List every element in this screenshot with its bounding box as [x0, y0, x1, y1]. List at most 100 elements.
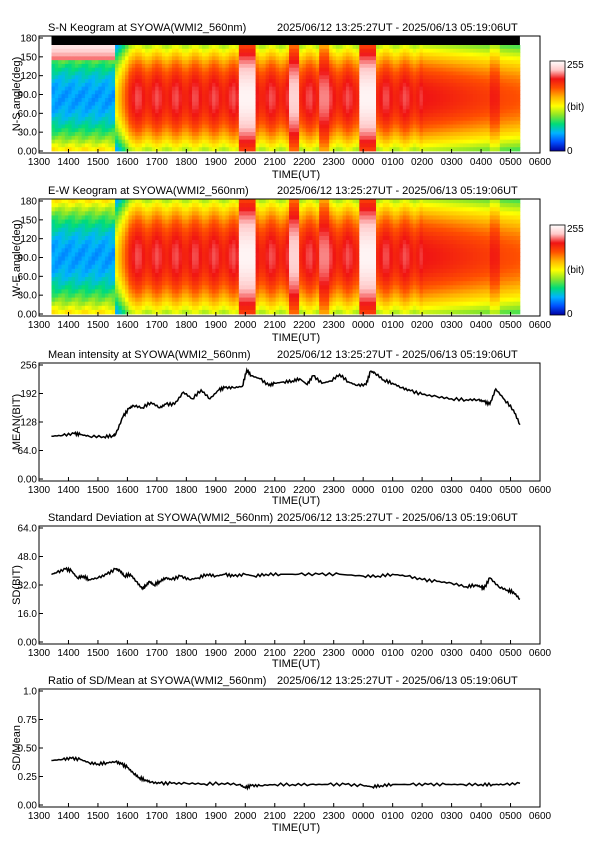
keogram-cell [429, 113, 434, 118]
keogram-cell [513, 75, 517, 80]
keogram-cell [111, 79, 116, 84]
keogram-cell [255, 116, 260, 122]
keogram-cell [406, 113, 410, 118]
keogram-cell [131, 260, 136, 266]
keogram-cell [456, 71, 461, 76]
keogram-cell [302, 67, 307, 72]
keogram-cell [268, 109, 273, 114]
keogram-cell [158, 67, 163, 72]
keogram-cell [325, 94, 330, 99]
keogram-cell [285, 63, 290, 69]
keogram-cell [232, 86, 236, 91]
keogram-cell [118, 301, 123, 307]
keogram-cell [319, 132, 323, 137]
keogram-cell [299, 52, 303, 57]
keogram-cell [456, 75, 461, 80]
keogram-cell [91, 244, 96, 249]
keogram-cell [131, 52, 136, 57]
keogram-cell [54, 260, 59, 266]
keogram-cell [71, 124, 76, 129]
keogram-cell [51, 227, 56, 233]
x-tick-label: 0600 [529, 157, 552, 168]
keogram-cell [71, 219, 76, 225]
keogram-cell [212, 139, 216, 144]
keogram-cell [94, 199, 99, 204]
keogram-cell [299, 120, 303, 125]
keogram-cell [51, 203, 56, 208]
keogram-cell [432, 101, 437, 106]
keogram-cell [335, 128, 340, 133]
keogram-cell [319, 60, 323, 65]
keogram-cell [128, 90, 133, 95]
keogram-cell [416, 98, 420, 103]
keogram-cell [151, 105, 156, 110]
keogram-cell [111, 60, 116, 65]
keogram-cell [349, 128, 354, 133]
keogram-cell [352, 67, 357, 72]
keogram-cell [161, 75, 166, 80]
keogram-cell [235, 105, 240, 110]
keogram-cell [71, 252, 76, 257]
keogram-cell [135, 256, 139, 262]
keogram-cell [436, 75, 441, 80]
keogram-cell [476, 128, 481, 133]
keogram-cell [148, 52, 153, 57]
keogram-cell [192, 45, 196, 50]
keogram-cell [463, 116, 467, 122]
keogram-cell [148, 285, 153, 290]
keogram-cell [81, 285, 86, 290]
keogram-cell [161, 101, 166, 106]
keogram-cell [141, 67, 146, 72]
keogram-cell [88, 215, 93, 220]
keogram-cell [71, 240, 76, 245]
keogram-cell [54, 139, 59, 144]
keogram-cell [165, 215, 169, 220]
keogram-cell [192, 48, 196, 53]
keogram-cell [171, 147, 176, 152]
keogram-cell [473, 82, 477, 88]
keogram-cell [165, 67, 169, 72]
keogram-cell [486, 109, 491, 114]
x-tick-label: 2300 [323, 157, 346, 168]
keogram-cell [319, 105, 323, 110]
keogram-cell [272, 98, 277, 103]
keogram-cell [84, 101, 89, 106]
keogram-cell [406, 132, 410, 137]
keogram-cell [262, 82, 267, 88]
keogram-cell [158, 227, 163, 233]
keogram-cell [78, 289, 83, 294]
keogram-cell [181, 75, 186, 80]
keogram-cell [108, 63, 113, 69]
keogram-cell [195, 79, 200, 84]
keogram-cell [349, 63, 354, 69]
keogram-cell [466, 52, 471, 57]
keogram-cell [499, 101, 504, 106]
keogram-cell [128, 86, 133, 91]
keogram-cell [202, 75, 206, 80]
keogram-cell [382, 63, 387, 69]
keogram-cell [155, 293, 159, 298]
keogram-cell [312, 105, 317, 110]
keogram-cell [208, 147, 213, 152]
keogram-cell [469, 75, 474, 80]
keogram-cell [419, 56, 424, 61]
keogram-cell [335, 101, 340, 106]
keogram-cell [68, 56, 72, 61]
keogram-cell [64, 268, 69, 274]
keogram-cell [155, 244, 159, 249]
keogram-cell [369, 128, 374, 133]
keogram-cell [178, 60, 183, 65]
keogram-cell [402, 139, 407, 144]
keogram-cell [84, 277, 89, 282]
keogram-cell [185, 90, 190, 95]
keogram-cell [389, 105, 394, 110]
keogram-cell [265, 94, 270, 99]
keogram-cell [372, 120, 377, 125]
keogram-cell [74, 116, 79, 122]
keogram-cell [108, 86, 113, 91]
keogram-cell [74, 207, 79, 212]
keogram-cell [128, 124, 133, 129]
keogram-cell [452, 139, 457, 144]
keogram-cell [319, 94, 323, 99]
keogram-cell [319, 98, 323, 103]
